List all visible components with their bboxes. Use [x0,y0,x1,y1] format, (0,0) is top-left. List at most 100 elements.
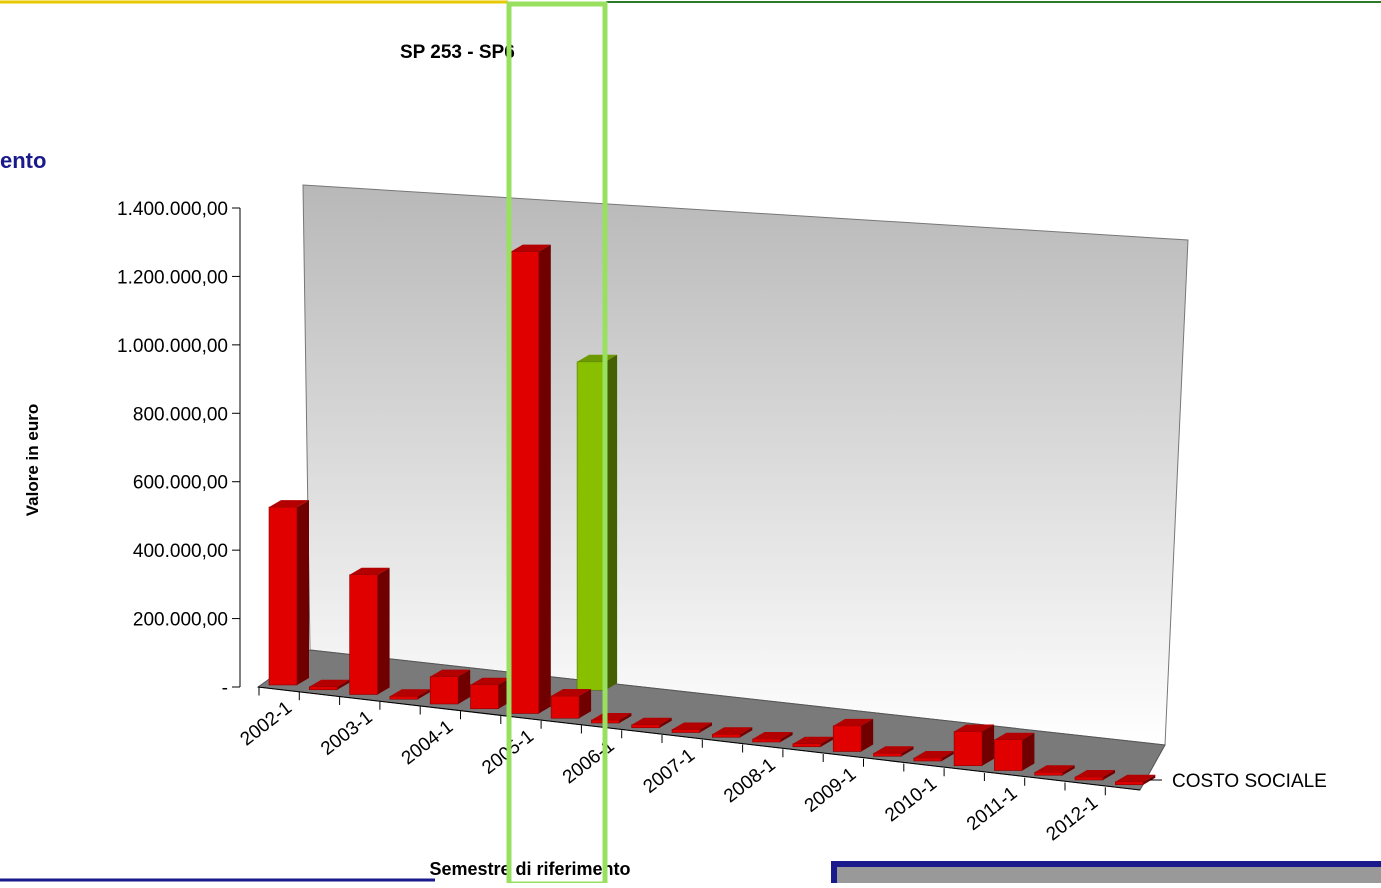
bar-side [740,727,753,738]
x-tick-label: 2002-1 [237,697,297,750]
bar-top [672,722,712,730]
photo-frame [831,861,1381,888]
bar-side [1022,732,1035,771]
bar-top [913,751,954,758]
bar-side [659,717,672,728]
bar-side [337,679,350,690]
x-axis-title: Semestre di riferimento [429,859,630,879]
bar-side [297,500,309,685]
bar-side [700,722,712,733]
bar [550,689,592,719]
bar [510,244,551,714]
y-tick-label: - [222,678,228,699]
bar-top [954,724,995,732]
bar-top [752,732,793,739]
x-tick-label: 2009-1 [801,764,861,817]
y-axis-title: Valore in euro [23,404,42,516]
x-tick-label: 2004-1 [398,716,458,769]
bar-top [510,244,551,252]
x-tick-label: 2010-1 [881,773,941,826]
bar-side [901,746,914,757]
bar [389,689,430,700]
bar-top [712,727,753,735]
bar [832,718,874,752]
bar-side [1103,770,1115,780]
bar-top [873,746,914,754]
bar [308,679,350,691]
bar-front [1034,771,1063,776]
bar [1074,770,1115,781]
bar-front [873,752,902,757]
bar-top [833,718,874,726]
bar [1115,774,1156,786]
bar [470,677,511,710]
bar [268,500,309,686]
y-tick-label: 1.000.000,00 [117,336,228,357]
bar-side [982,724,995,766]
bar-side [538,244,551,714]
bar-top [1075,770,1115,777]
bar-front [792,743,822,748]
bar-side [780,732,793,742]
bar-front [389,695,419,700]
bar-top [349,567,390,575]
bar-front [550,695,580,719]
bar-front [510,251,540,714]
bar-top [389,689,430,697]
y-tick-label: 1.200.000,00 [117,267,228,288]
bar-side [417,689,430,700]
x-tick-label: 2008-1 [720,754,780,807]
bar-side [458,669,471,704]
y-tick-label: 200.000,00 [133,610,228,631]
bar-top [551,689,592,697]
bar-top [430,669,471,677]
x-tick-label: 2003-1 [317,707,377,760]
bar-top [309,679,350,687]
x-tick-label: 2007-1 [640,745,700,798]
bar-front [349,574,378,695]
y-tick-label: 800.000,00 [133,404,228,425]
bar-front [913,757,943,762]
bar [913,751,954,762]
bar [429,669,471,705]
x-tick-label: 2012-1 [1043,792,1103,845]
bar-side [820,736,833,747]
bar-front [994,739,1023,771]
bar-front [953,731,983,767]
bar-side [941,751,954,761]
bar-top [792,736,833,744]
bar [711,727,753,738]
bar-front [268,506,298,686]
bar-front [576,361,606,691]
bar [671,722,712,733]
bar-side [619,713,632,723]
bar-side [605,354,618,691]
bar [1034,765,1075,776]
bar [752,732,793,743]
bar [994,732,1035,771]
bar-top [470,677,511,685]
bar-front [671,729,701,733]
bar [349,567,390,695]
bar [953,724,995,767]
bar-top [631,717,672,725]
bar-side [377,567,390,695]
bar [792,736,833,748]
slide-title-fragment: ento [0,148,46,173]
bar-top [1034,765,1075,773]
bar-front [752,738,781,743]
x-tick-label: 2006-1 [559,735,619,788]
bar-top [269,500,309,508]
bar-front [1074,776,1104,781]
bar-front [631,724,661,729]
bar-front [308,686,338,691]
x-axis [257,686,1141,791]
bar-side [579,689,592,719]
bar-top [1115,774,1156,782]
bar-top [591,713,632,720]
legend-label: COSTO SOCIALE [1172,771,1327,792]
bar-front [470,684,499,710]
bar-side [861,718,874,752]
